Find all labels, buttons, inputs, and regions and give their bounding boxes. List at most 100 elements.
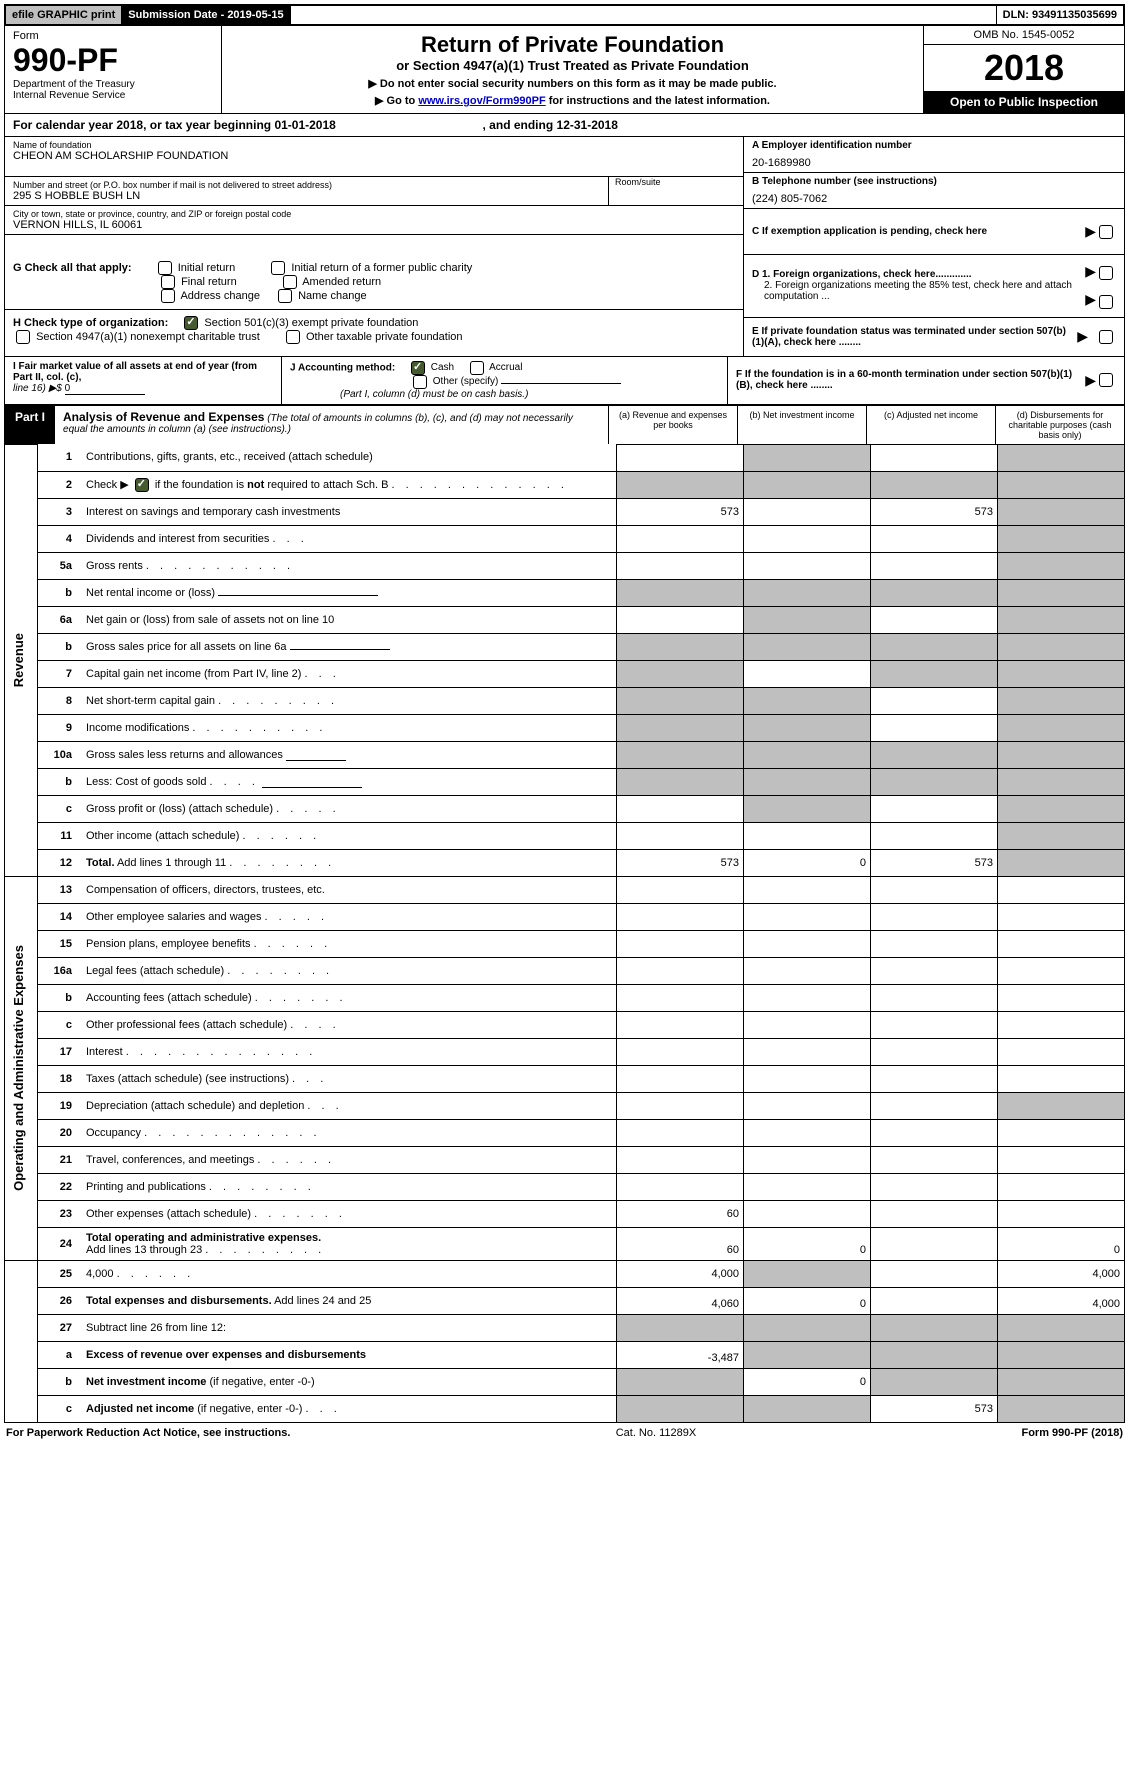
table-row: 18Taxes (attach schedule) (see instructi…: [5, 1065, 1125, 1092]
cell: [998, 1146, 1125, 1173]
cash-checkbox[interactable]: [411, 361, 425, 375]
initial-former-checkbox[interactable]: [271, 261, 285, 275]
cell: [617, 579, 744, 606]
table-row: Revenue 1Contributions, gifts, grants, e…: [5, 444, 1125, 471]
row-num: c: [38, 1011, 81, 1038]
row-desc: Pension plans, employee benefits . . . .…: [80, 930, 617, 957]
d2-checkbox[interactable]: [1099, 295, 1113, 309]
row-desc: Gross profit or (loss) (attach schedule)…: [80, 795, 617, 822]
row-num: 21: [38, 1146, 81, 1173]
cell: [744, 498, 871, 525]
efile-button[interactable]: efile GRAPHIC print: [6, 6, 122, 24]
h-501c3-checkbox[interactable]: [184, 316, 198, 330]
row-desc: Net investment income (if negative, ente…: [80, 1368, 617, 1395]
initial-checkbox[interactable]: [158, 261, 172, 275]
cell: [744, 1260, 871, 1287]
arrow-icon: ▶: [1085, 372, 1096, 389]
i-label: I Fair market value of all assets at end…: [13, 361, 257, 383]
cell: [871, 1038, 998, 1065]
row-desc: Excess of revenue over expenses and disb…: [80, 1341, 617, 1368]
exemption-checkbox[interactable]: [1099, 225, 1113, 239]
cell: [998, 1395, 1125, 1422]
cell: [871, 822, 998, 849]
table-row: 15Pension plans, employee benefits . . .…: [5, 930, 1125, 957]
row-num: b: [38, 579, 81, 606]
row-num: 14: [38, 903, 81, 930]
cell: [871, 660, 998, 687]
cal-a: For calendar year 2018, or tax year begi…: [13, 118, 336, 132]
cell: [617, 741, 744, 768]
address-checkbox[interactable]: [161, 289, 175, 303]
fmv-row: I Fair market value of all assets at end…: [4, 357, 1125, 405]
footer-left: For Paperwork Reduction Act Notice, see …: [6, 1427, 290, 1439]
table-row: 23Other expenses (attach schedule) . . .…: [5, 1200, 1125, 1227]
ein: 20-1689980: [752, 157, 1116, 169]
cell: 4,060: [617, 1287, 744, 1314]
cell: [617, 1092, 744, 1119]
cell: [744, 822, 871, 849]
fmv-j: J Accounting method: Cash Accrual Other …: [282, 357, 728, 404]
cell: [871, 768, 998, 795]
cell: [617, 471, 744, 498]
cell: [744, 1395, 871, 1422]
table-row: 21Travel, conferences, and meetings . . …: [5, 1146, 1125, 1173]
row-num: 3: [38, 498, 81, 525]
cell: [871, 1287, 998, 1314]
dln-number: DLN: 93491135035699: [996, 6, 1123, 24]
cell: [617, 984, 744, 1011]
f-checkbox[interactable]: [1099, 373, 1113, 387]
accrual-checkbox[interactable]: [470, 361, 484, 375]
row-num: a: [38, 1341, 81, 1368]
exemption-cell: C If exemption application is pending, c…: [744, 209, 1124, 255]
amended-checkbox[interactable]: [283, 275, 297, 289]
form-subtitle: or Section 4947(a)(1) Trust Treated as P…: [228, 58, 917, 73]
calendar-year-row: For calendar year 2018, or tax year begi…: [4, 114, 1125, 137]
row-num: 11: [38, 822, 81, 849]
cell: [998, 1368, 1125, 1395]
h-4947-checkbox[interactable]: [16, 330, 30, 344]
address-label: Address change: [180, 290, 260, 302]
cell: [871, 876, 998, 903]
row-desc: Other income (attach schedule) . . . . .…: [80, 822, 617, 849]
cell: [617, 1011, 744, 1038]
footer-mid: Cat. No. 11289X: [616, 1427, 697, 1439]
e-checkbox[interactable]: [1099, 330, 1113, 344]
row-desc: Adjusted net income (if negative, enter …: [80, 1395, 617, 1422]
cell: 573: [617, 498, 744, 525]
d1-label: D 1. Foreign organizations, check here..…: [752, 269, 972, 280]
spacer: [291, 6, 996, 24]
cell: [871, 1119, 998, 1146]
cell: [617, 768, 744, 795]
row-num: 5a: [38, 552, 81, 579]
row-num: 6a: [38, 606, 81, 633]
cell: [871, 930, 998, 957]
cell: [744, 876, 871, 903]
sch-b-checkbox[interactable]: [135, 478, 149, 492]
cell: [617, 714, 744, 741]
cell: [998, 1119, 1125, 1146]
other-label: Other (specify): [433, 376, 499, 387]
cell: [744, 984, 871, 1011]
cell: 0: [998, 1227, 1125, 1260]
cell: [744, 741, 871, 768]
final-checkbox[interactable]: [161, 275, 175, 289]
name-change-checkbox[interactable]: [278, 289, 292, 303]
cell: [871, 1011, 998, 1038]
row-num: 22: [38, 1173, 81, 1200]
irs-link[interactable]: www.irs.gov/Form990PF: [418, 95, 545, 107]
other-checkbox[interactable]: [413, 375, 427, 389]
cell: [744, 795, 871, 822]
row-num: 18: [38, 1065, 81, 1092]
cell: [871, 741, 998, 768]
initial-former-label: Initial return of a former public charit…: [291, 262, 472, 274]
cell: [998, 687, 1125, 714]
h-other-checkbox[interactable]: [286, 330, 300, 344]
row-num: 23: [38, 1200, 81, 1227]
d1-checkbox[interactable]: [1099, 266, 1113, 280]
cell: [998, 660, 1125, 687]
cell: [744, 606, 871, 633]
cell: [744, 525, 871, 552]
form-header: Form 990-PF Department of the Treasury I…: [4, 26, 1125, 114]
cell: [871, 552, 998, 579]
row-num: 12: [38, 849, 81, 876]
